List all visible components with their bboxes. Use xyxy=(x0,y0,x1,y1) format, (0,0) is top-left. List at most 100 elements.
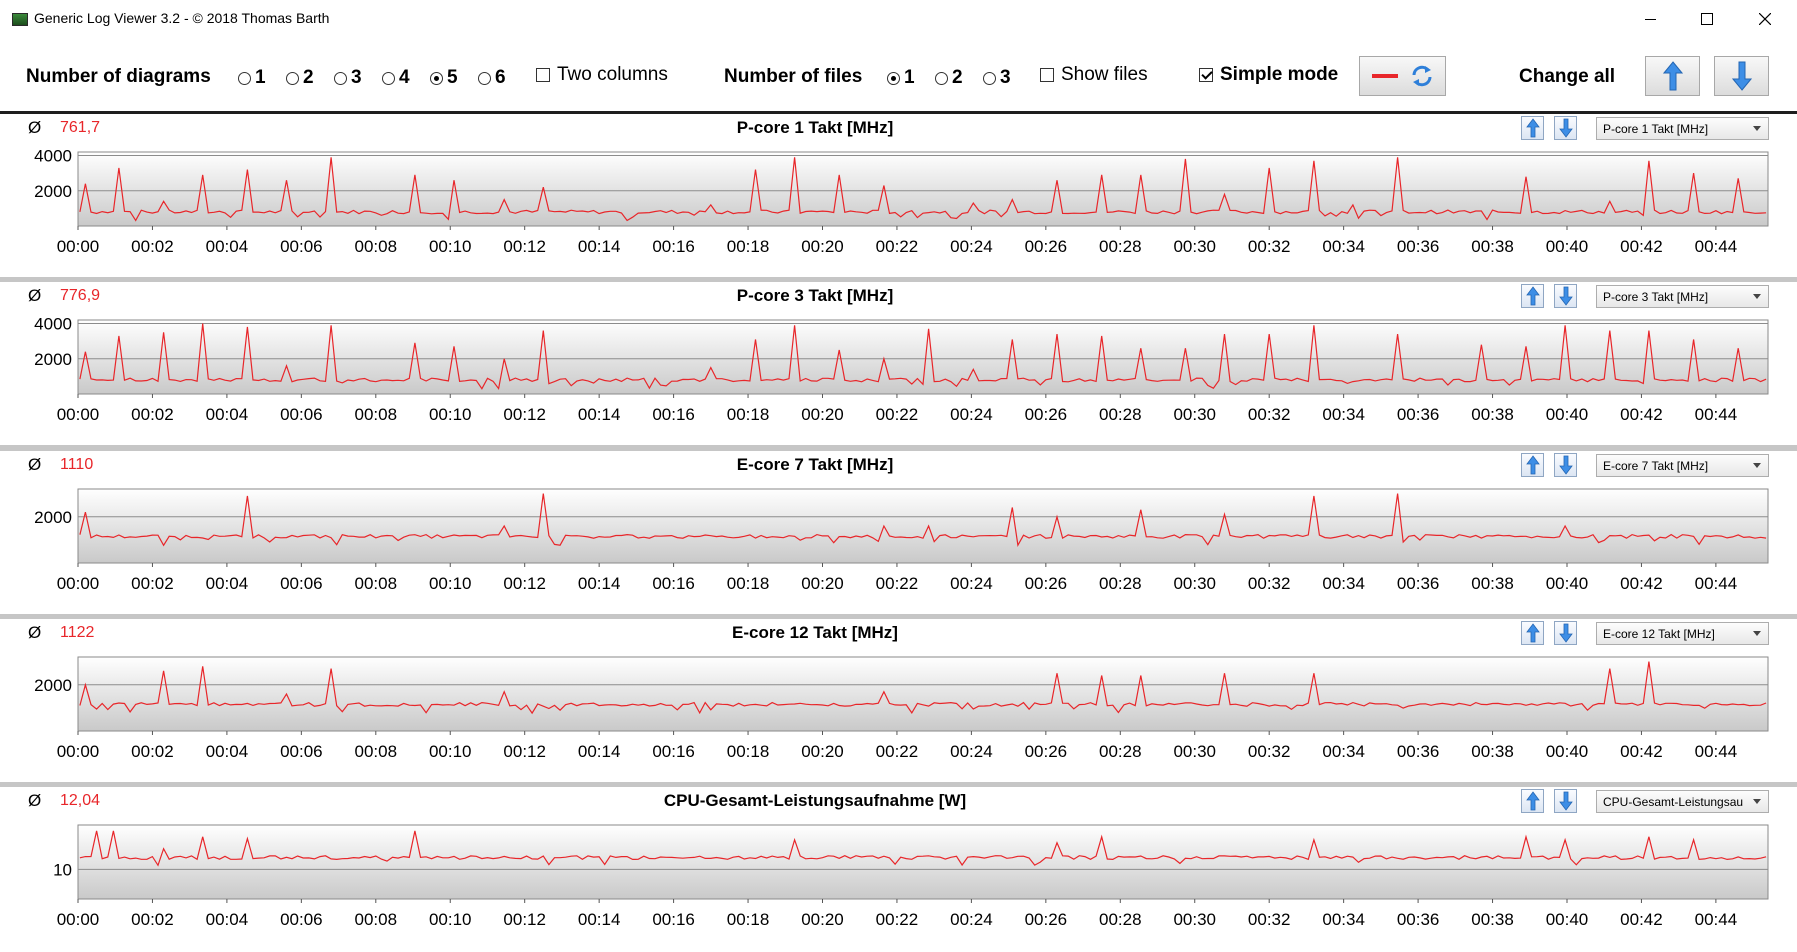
move-diagram-up-button[interactable] xyxy=(1521,116,1544,140)
x-tick-label: 00:06 xyxy=(280,405,323,424)
x-tick-label: 00:42 xyxy=(1620,742,1663,761)
x-tick-label: 00:42 xyxy=(1620,237,1663,256)
series-selector[interactable]: P-core 3 Takt [MHz] xyxy=(1596,285,1769,308)
x-tick-label: 00:34 xyxy=(1322,237,1365,256)
x-tick-label: 00:00 xyxy=(57,574,100,593)
x-tick-label: 00:06 xyxy=(280,237,323,256)
series-line xyxy=(79,830,1767,867)
file-radio-label: 1 xyxy=(904,67,915,88)
diagram-radio-6[interactable]: 6 xyxy=(478,67,506,88)
x-tick-label: 00:36 xyxy=(1397,405,1440,424)
average-value: 12,04 xyxy=(60,792,101,809)
x-tick-label: 00:34 xyxy=(1322,574,1365,593)
move-diagram-down-button[interactable] xyxy=(1554,116,1577,140)
title-bar: Generic Log Viewer 3.2 - © 2018 Thomas B… xyxy=(0,0,1797,38)
series-selector[interactable]: CPU-Gesamt-Leistungsau xyxy=(1596,790,1769,813)
series-selector[interactable]: E-core 7 Takt [MHz] xyxy=(1596,454,1769,477)
y-tick-label: 2000 xyxy=(34,508,72,527)
x-tick-label: 00:22 xyxy=(876,910,919,929)
x-tick-label: 00:00 xyxy=(57,910,100,929)
chevron-down-icon xyxy=(1753,294,1761,299)
file-radio-dot xyxy=(887,71,900,85)
x-tick-label: 00:36 xyxy=(1397,237,1440,256)
line-color-swatch-icon xyxy=(1371,74,1398,78)
y-tick-label: 2000 xyxy=(34,182,72,201)
x-tick-label: 00:16 xyxy=(652,574,695,593)
series-selector-value: CPU-Gesamt-Leistungsau xyxy=(1603,794,1744,809)
arrow-up-icon xyxy=(1525,623,1540,643)
file-radio-3[interactable]: 3 xyxy=(983,67,1011,88)
panel-separator[interactable] xyxy=(0,276,1797,282)
series-selector[interactable]: E-core 12 Takt [MHz] xyxy=(1596,622,1769,645)
show-files-checkbox[interactable]: Show files xyxy=(1040,64,1148,86)
x-tick-label: 00:38 xyxy=(1471,405,1514,424)
x-tick-label: 00:44 xyxy=(1695,742,1738,761)
move-diagram-down-button[interactable] xyxy=(1554,789,1577,813)
diagram-radio-5[interactable]: 5 xyxy=(430,67,458,88)
line-chart: 4000 2000 00:00 00:02 00:04 00:06 00:08 00:10 00… xyxy=(34,315,1769,424)
x-tick-label: 00:12 xyxy=(503,405,546,424)
diagram-radio-1[interactable]: 1 xyxy=(238,67,266,88)
line-color-button[interactable] xyxy=(1359,56,1446,96)
panel-separator[interactable] xyxy=(0,445,1797,451)
diagram-radio-3[interactable]: 3 xyxy=(334,67,362,88)
x-tick-label: 00:22 xyxy=(876,742,919,761)
x-tick-label: 00:12 xyxy=(503,237,546,256)
x-tick-label: 00:20 xyxy=(801,742,844,761)
move-diagram-up-button[interactable] xyxy=(1521,789,1544,813)
maximize-button[interactable] xyxy=(1682,0,1732,38)
move-all-down-button[interactable] xyxy=(1714,56,1769,96)
move-diagram-down-button[interactable] xyxy=(1554,453,1577,477)
arrow-up-icon xyxy=(1662,61,1683,91)
x-tick-label: 00:32 xyxy=(1248,237,1291,256)
panel-separator[interactable] xyxy=(0,781,1797,787)
x-tick-label: 00:44 xyxy=(1695,910,1738,929)
x-tick-label: 00:16 xyxy=(652,237,695,256)
move-diagram-up-button[interactable] xyxy=(1521,621,1544,645)
move-diagram-down-button[interactable] xyxy=(1554,284,1577,308)
series-selector-value: E-core 12 Takt [MHz] xyxy=(1603,626,1715,641)
x-tick-label: 00:08 xyxy=(355,910,398,929)
average-symbol: Ø xyxy=(28,455,42,474)
x-tick-label: 00:38 xyxy=(1471,237,1514,256)
x-tick-label: 00:02 xyxy=(131,742,174,761)
move-diagram-down-button[interactable] xyxy=(1554,621,1577,645)
x-tick-label: 00:30 xyxy=(1173,574,1216,593)
x-tick-label: 00:32 xyxy=(1248,742,1291,761)
file-radio-2[interactable]: 2 xyxy=(935,67,963,88)
move-all-up-button[interactable] xyxy=(1645,56,1700,96)
line-chart: 10 00:00 00:02 00:04 00:06 00:08 00:10 00:12 00:… xyxy=(53,824,1769,929)
diagram-radio-2[interactable]: 2 xyxy=(286,67,314,88)
x-tick-label: 00:02 xyxy=(131,910,174,929)
x-tick-label: 00:18 xyxy=(727,405,770,424)
close-button[interactable] xyxy=(1740,0,1790,38)
y-tick-label: 4000 xyxy=(34,315,72,334)
arrow-up-icon xyxy=(1525,286,1540,306)
file-radio-label: 3 xyxy=(1000,67,1011,88)
x-tick-label: 00:40 xyxy=(1546,405,1589,424)
arrow-up-icon xyxy=(1525,118,1540,138)
series-line xyxy=(79,493,1767,548)
diagram-radio-label: 6 xyxy=(495,67,506,88)
x-tick-label: 00:18 xyxy=(727,742,770,761)
x-tick-label: 00:14 xyxy=(578,910,621,929)
file-radio-1[interactable]: 1 xyxy=(887,67,915,88)
x-tick-label: 00:02 xyxy=(131,405,174,424)
minimize-button[interactable] xyxy=(1625,0,1675,38)
arrow-down-icon xyxy=(1558,118,1573,138)
diagram-radio-4[interactable]: 4 xyxy=(382,67,410,88)
chevron-down-icon xyxy=(1753,631,1761,636)
x-tick-label: 00:10 xyxy=(429,742,472,761)
move-diagram-up-button[interactable] xyxy=(1521,284,1544,308)
x-tick-label: 00:08 xyxy=(355,742,398,761)
series-selector[interactable]: P-core 1 Takt [MHz] xyxy=(1596,117,1769,140)
two-columns-checkbox[interactable]: Two columns xyxy=(536,64,668,86)
x-tick-label: 00:40 xyxy=(1546,574,1589,593)
x-tick-label: 00:20 xyxy=(801,910,844,929)
diagram-panel: Ø 761,7 P-core 1 Takt [MHz] P-core 1 Takt [… xyxy=(0,114,1797,277)
simple-mode-checkbox[interactable]: Simple mode xyxy=(1199,64,1338,86)
panel-separator[interactable] xyxy=(0,613,1797,619)
move-diagram-up-button[interactable] xyxy=(1521,453,1544,477)
x-tick-label: 00:14 xyxy=(578,742,621,761)
x-tick-label: 00:10 xyxy=(429,405,472,424)
